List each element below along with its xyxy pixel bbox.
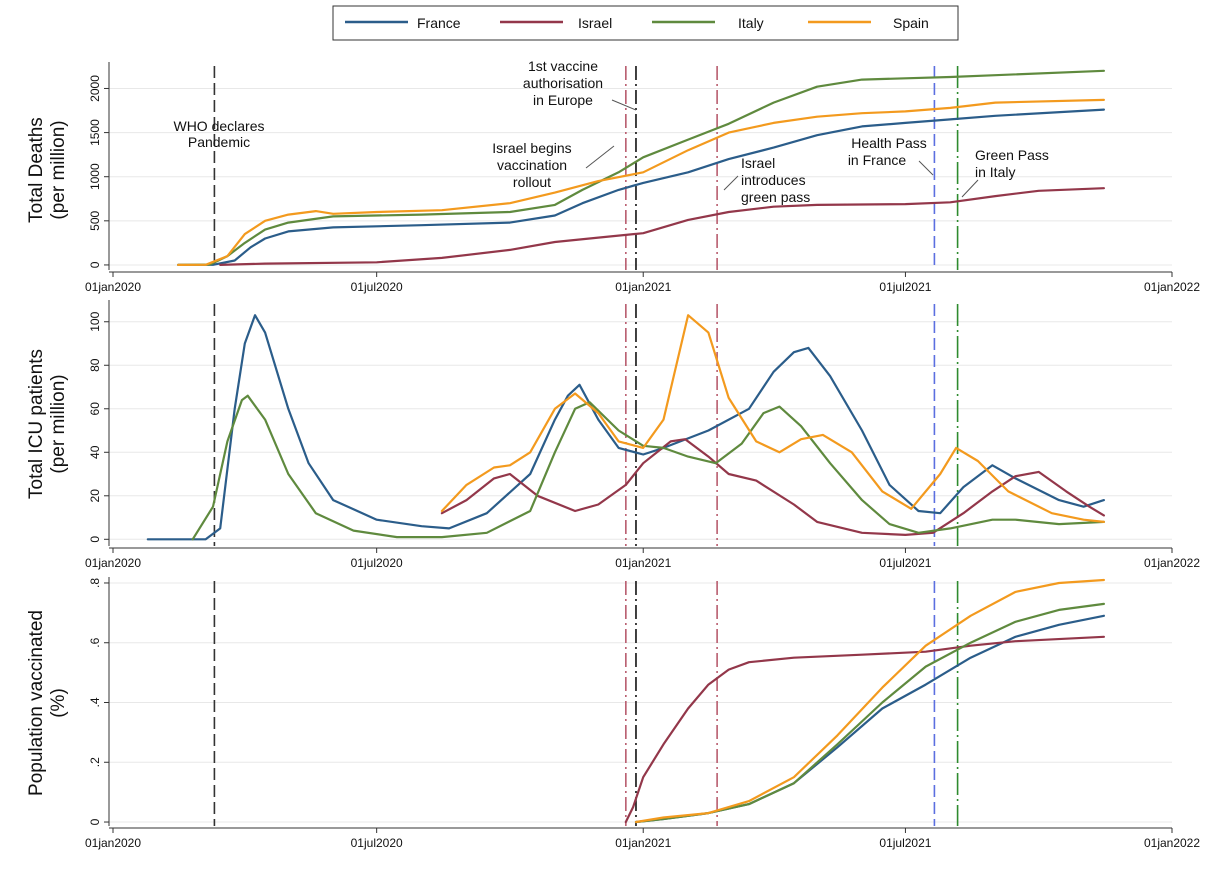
panel3-line-spain xyxy=(634,578,1106,824)
annotation-israel-greenpass-pointer xyxy=(723,175,739,191)
panel2-xtick-label: 01jan2022 xyxy=(1144,556,1200,570)
panel1-xtick-label: 01jul2020 xyxy=(351,280,403,294)
panel2-ylabel-line2: (per million) xyxy=(48,374,69,473)
legend-label-israel: Israel xyxy=(578,15,612,31)
panel3-ylabel-line1: Population vaccinated xyxy=(26,610,47,796)
legend-label-spain: Spain xyxy=(893,15,929,31)
legend-label-france: France xyxy=(417,15,461,31)
panel2-ytick-label: 60 xyxy=(88,402,102,416)
legend-label-italy: Italy xyxy=(738,15,764,31)
panel-3: 0 .2 .4 .6 .8 01jan2020 01jul2020 01jan2021 01ju… xyxy=(85,577,1200,850)
annotation-israel-greenpass-line2: introduces xyxy=(741,172,806,188)
panel1-line-spain xyxy=(177,98,1106,266)
annotation-vaccine-eu-line1: 1st vaccine xyxy=(528,58,598,74)
annotation-vaccine-eu-line3: in Europe xyxy=(533,92,593,108)
panel1-line-france xyxy=(177,108,1106,266)
panel3-line-italy xyxy=(634,602,1106,824)
panel3-xtick-label: 01jan2022 xyxy=(1144,836,1200,850)
annotation-health-pass: Health Pass in France xyxy=(848,135,934,176)
annotation-israel-greenpass-line3: green pass xyxy=(741,189,810,205)
annotation-health-pass-line1: Health Pass xyxy=(851,135,926,151)
panel3-xtick-label: 01jul2020 xyxy=(351,836,403,850)
panel2-ytick-label: 0 xyxy=(88,536,102,543)
annotation-israel-greenpass-line1: Israel xyxy=(741,155,775,171)
panel3-xtick-label: 01jul2021 xyxy=(879,836,931,850)
annotation-vaccine-eu-line2: authorisation xyxy=(523,75,603,91)
annotation-who: WHO declares Pandemic xyxy=(173,118,264,150)
panel3-ytick-label: .8 xyxy=(88,578,102,588)
panel3-xtick-label: 01jan2021 xyxy=(615,836,671,850)
panel1-line-italy xyxy=(177,69,1106,266)
annotation-green-pass-line1: Green Pass xyxy=(975,147,1049,163)
panel3-ytick-label: .4 xyxy=(88,697,102,707)
panel1-ytick-label: 0 xyxy=(88,261,102,268)
annotation-who-line1: WHO declares xyxy=(173,118,264,134)
panel1-xtick-label: 01jul2021 xyxy=(879,280,931,294)
panel2-ytick-label: 100 xyxy=(88,311,102,331)
annotation-israel-rollout-line3: rollout xyxy=(513,174,551,190)
panel1-ytick-label: 1500 xyxy=(88,119,102,146)
legend: France Israel Italy Spain xyxy=(332,5,959,41)
annotation-israel-rollout-line2: vaccination xyxy=(497,157,567,173)
panel3-xtick-label: 01jan2020 xyxy=(85,836,141,850)
annotation-israel-rollout-line1: Israel begins xyxy=(492,140,571,156)
annotation-health-pass-pointer xyxy=(918,160,934,176)
annotation-green-pass-line2: in Italy xyxy=(975,164,1015,180)
panel-1: 0 500 1000 1500 2000 01jan2020 01jul2020 01jan2… xyxy=(85,62,1200,294)
panel2-xtick-label: 01jan2021 xyxy=(615,556,671,570)
annotation-green-pass-pointer xyxy=(961,179,979,198)
panel1-ylabel-line2: (per million) xyxy=(48,120,69,219)
panel3-ytick-label: .6 xyxy=(88,637,102,647)
panel1-line-israel xyxy=(219,187,1106,266)
panel1-ytick-label: 1000 xyxy=(88,163,102,190)
annotation-israel-rollout: Israel begins vaccination rollout xyxy=(492,140,615,190)
panel-2: 0 20 40 60 80 100 01jan2020 01jul2020 01jan2021 0… xyxy=(85,300,1200,570)
panel1-xtick-label: 01jan2022 xyxy=(1144,280,1200,294)
panel2-line-israel xyxy=(440,438,1106,537)
panel2-xtick-label: 01jan2020 xyxy=(85,556,141,570)
panel3-ylabel-line2: (%) xyxy=(48,688,69,718)
panel3-line-france xyxy=(634,614,1106,824)
annotation-green-pass: Green Pass in Italy xyxy=(961,147,1049,198)
annotation-who-line2: Pandemic xyxy=(188,134,250,150)
panel2-line-italy xyxy=(191,394,1106,541)
panel2-ytick-label: 20 xyxy=(88,489,102,503)
panel2-line-france xyxy=(146,314,1106,541)
annotation-vaccine-eu-pointer xyxy=(611,99,637,111)
panel2-ytick-label: 80 xyxy=(88,358,102,372)
annotation-israel-greenpass: Israel introduces green pass xyxy=(723,155,810,205)
panel2-ylabel-line1: Total ICU patients xyxy=(26,349,47,499)
panel3-ytick-label: 0 xyxy=(88,818,102,825)
panel1-xtick-label: 01jan2021 xyxy=(615,280,671,294)
annotation-israel-rollout-pointer xyxy=(585,145,615,169)
panel2-ytick-label: 40 xyxy=(88,445,102,459)
panel2-xtick-label: 01jul2021 xyxy=(879,556,931,570)
annotation-vaccine-eu: 1st vaccine authorisation in Europe xyxy=(523,58,637,111)
panel2-xtick-label: 01jul2020 xyxy=(351,556,403,570)
panel3-ytick-label: .2 xyxy=(88,757,102,767)
panel1-ylabel-line1: Total Deaths xyxy=(26,117,47,223)
panel3-line-israel xyxy=(624,635,1106,824)
annotation-health-pass-line2: in France xyxy=(848,152,907,168)
panel1-ytick-label: 500 xyxy=(88,210,102,230)
panel1-ytick-label: 2000 xyxy=(88,75,102,102)
panel1-xtick-label: 01jan2020 xyxy=(85,280,141,294)
panel2-line-spain xyxy=(440,314,1106,524)
